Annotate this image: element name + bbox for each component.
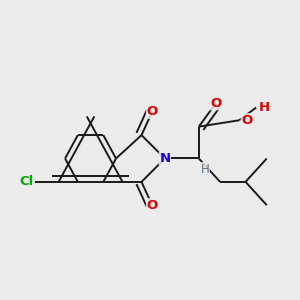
Text: O: O bbox=[146, 199, 158, 212]
Text: H: H bbox=[200, 163, 209, 176]
Text: O: O bbox=[241, 114, 253, 127]
Text: O: O bbox=[210, 97, 221, 110]
Text: N: N bbox=[159, 152, 170, 165]
Text: Cl: Cl bbox=[19, 175, 33, 188]
Text: O: O bbox=[146, 105, 158, 118]
Text: H: H bbox=[258, 101, 269, 114]
